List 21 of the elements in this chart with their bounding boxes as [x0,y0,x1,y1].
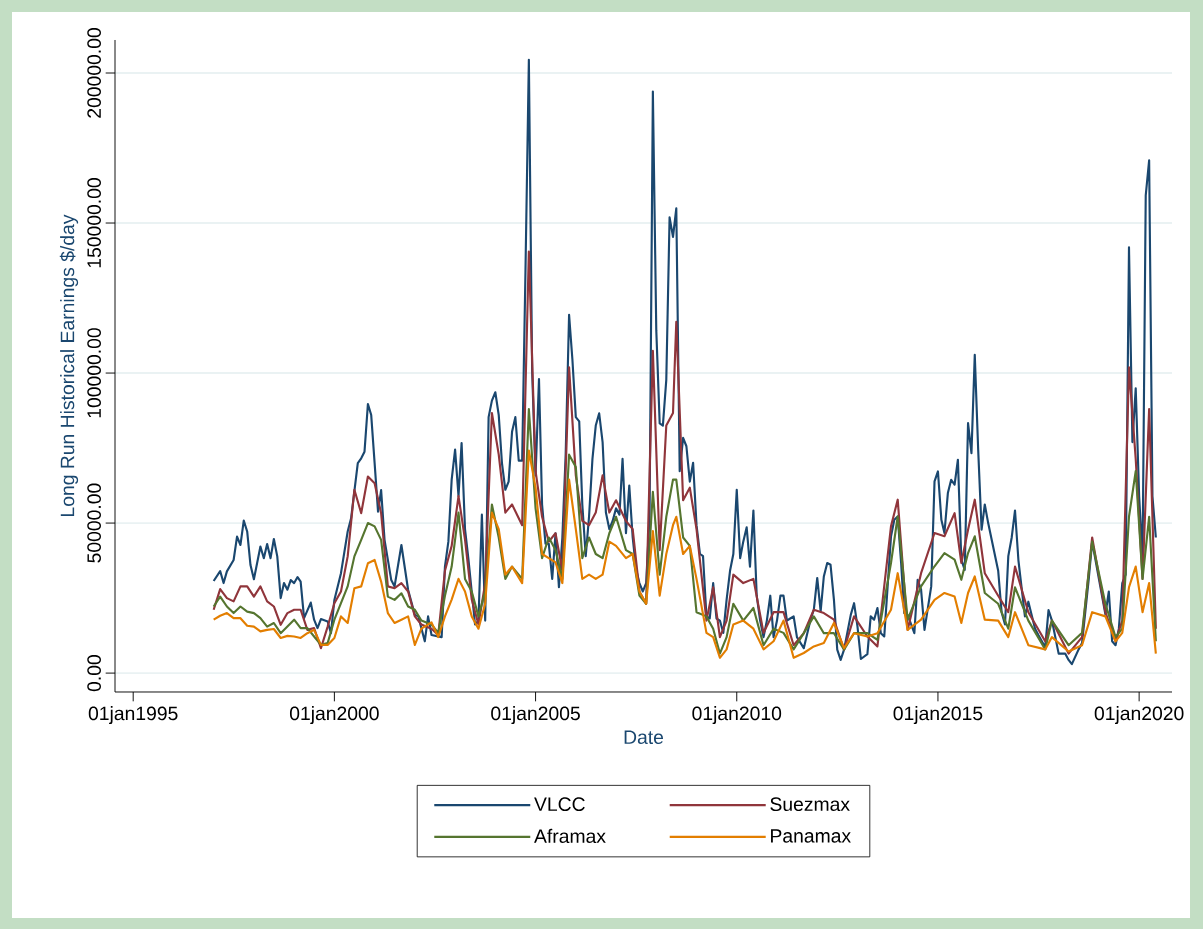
x-tick-label: 01jan2020 [1094,706,1184,725]
x-tick-label: 01jan2005 [491,706,580,725]
y-tick-label: 0.00 [87,655,101,692]
line-series [212,407,1157,655]
y-axis-title: Long Run Historical Earnings $/day [59,214,79,516]
legend-label: Aframax [534,828,606,844]
line-series [212,250,1157,655]
x-tick-label: 01jan2010 [692,706,782,725]
legend-label: Suezmax [770,797,850,812]
legend-label: Panamax [771,829,851,843]
y-tick-label: 50000.00 [87,483,101,563]
legend-label: VLCC [534,797,585,812]
x-axis-title: Date [624,730,664,745]
y-tick-label: 200000.00 [87,28,101,118]
x-tick-label: 01jan2015 [893,706,983,725]
x-tick-label: 01jan2000 [289,706,379,725]
x-tick-label: 01jan1995 [88,706,178,725]
line-series [212,449,1157,659]
y-tick-label: 100000.00 [87,328,101,418]
line-series [212,58,1157,666]
y-tick-label: 150000.00 [87,178,101,268]
